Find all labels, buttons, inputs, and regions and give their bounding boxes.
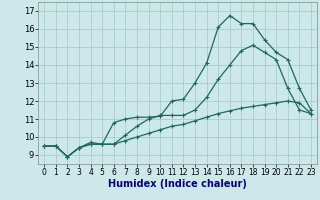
- X-axis label: Humidex (Indice chaleur): Humidex (Indice chaleur): [108, 179, 247, 189]
